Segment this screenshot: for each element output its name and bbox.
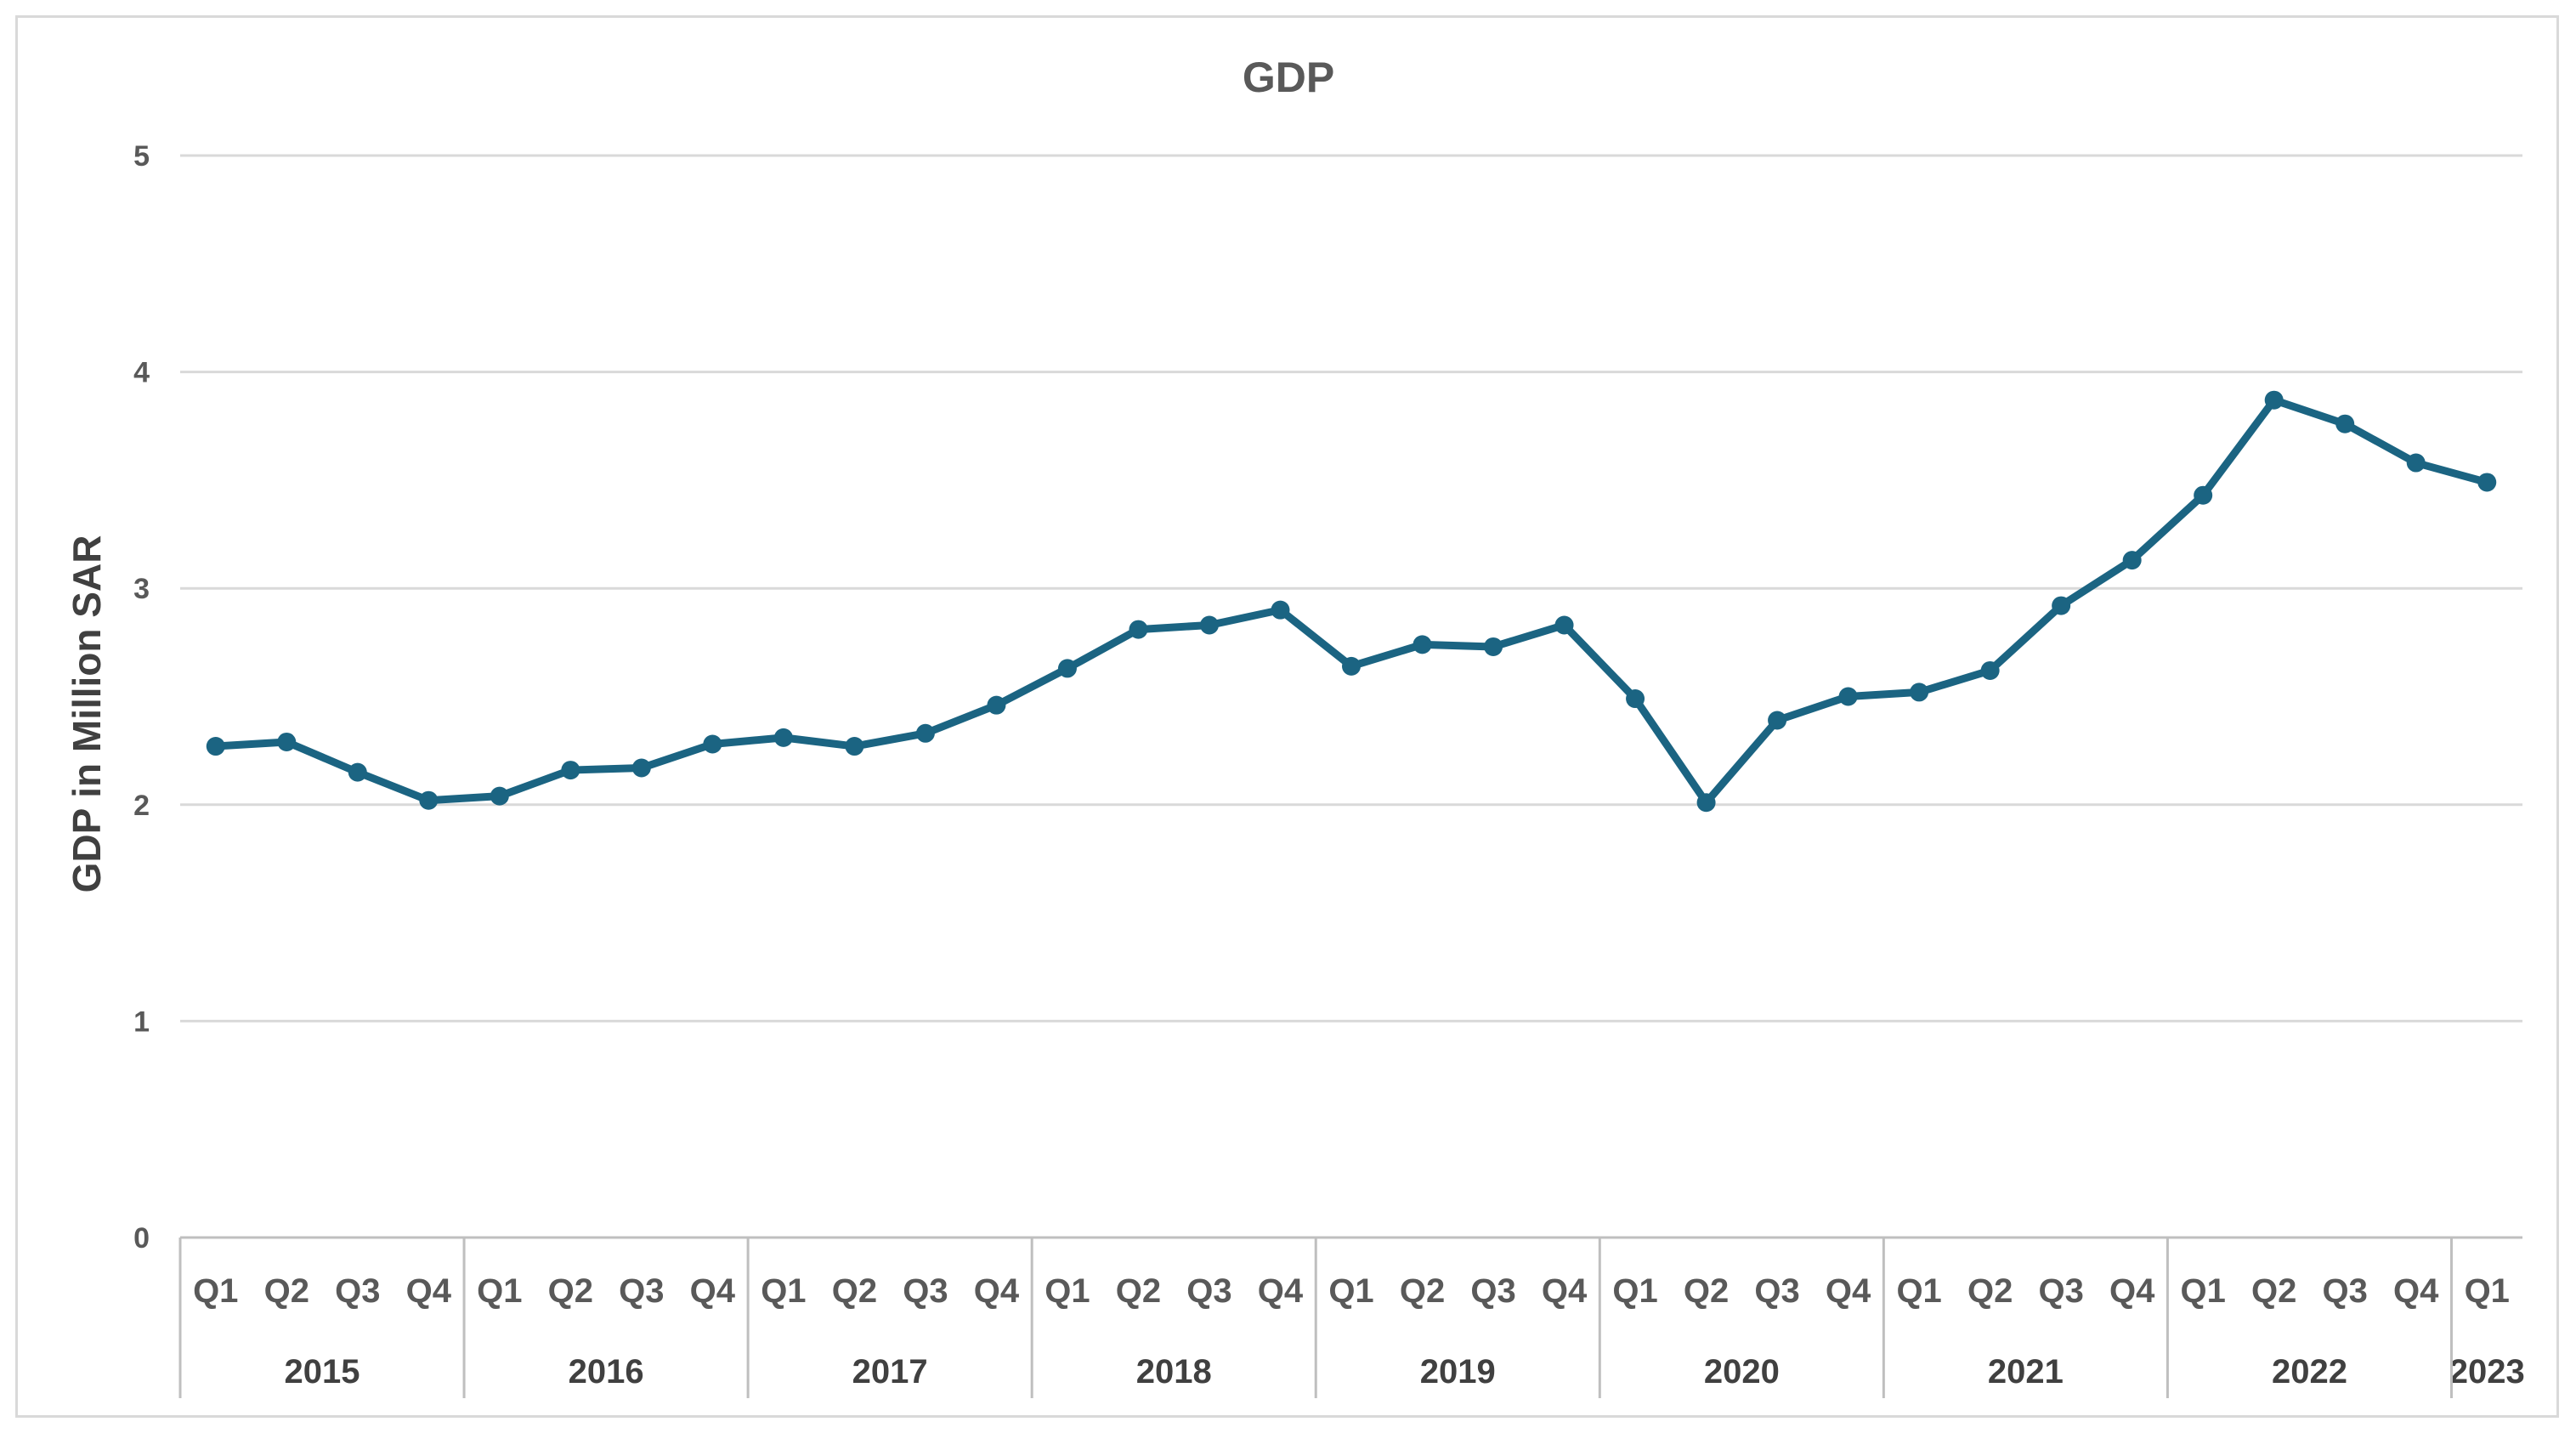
x-tick-quarter: Q3 [2038,1272,2083,1310]
x-tick-quarter: Q1 [1045,1272,1090,1310]
x-tick-quarter: Q2 [1116,1272,1161,1310]
data-point [703,734,722,754]
chart-title: GDP [1243,54,1334,101]
x-tick-quarter: Q1 [193,1272,238,1310]
x-tick-quarter: Q3 [1754,1272,1799,1310]
x-tick-quarter: Q2 [1684,1272,1729,1310]
x-tick-year: 2021 [1988,1353,2064,1391]
data-point [2406,453,2426,473]
y-axis-label: GDP in Million SAR [65,535,109,893]
x-tick-quarter: Q1 [1328,1272,1373,1310]
data-point [1271,600,1290,620]
x-tick-quarter: Q4 [406,1272,452,1310]
data-point [490,786,509,806]
x-tick-quarter: Q3 [335,1272,380,1310]
x-tick-quarter: Q3 [1470,1272,1515,1310]
y-tick-label: 2 [133,790,150,822]
x-tick-year: 2018 [1136,1353,1212,1391]
data-point [277,732,297,751]
data-point [2052,596,2071,615]
data-point [1980,660,2000,680]
data-point [1768,711,1787,730]
y-tick-label: 4 [133,357,150,389]
data-point [1413,635,1432,654]
data-point [1910,683,1929,702]
x-tick-year: 2020 [1704,1353,1780,1391]
data-point [2264,390,2284,410]
data-point [2122,551,2142,570]
x-tick-quarter: Q4 [1542,1272,1588,1310]
x-tick-year: 2015 [285,1353,360,1391]
y-tick-label: 1 [133,1005,150,1038]
x-tick-quarter: Q3 [1186,1272,1231,1310]
x-tick-quarter: Q3 [903,1272,948,1310]
x-tick-year: 2019 [1420,1353,1496,1391]
y-tick-labels: 0 1 2 3 4 5 [133,140,150,1255]
data-point [1554,615,1574,635]
data-point [1342,656,1361,676]
data-point [419,790,439,810]
data-point [631,758,651,778]
y-tick-label: 5 [133,140,150,173]
x-tick-quarter: Q1 [2181,1272,2226,1310]
chart-frame [15,15,2559,1418]
x-tick-year: 2022 [2272,1353,2347,1391]
x-tick-quarter: Q2 [1967,1272,2013,1310]
data-point [348,762,367,782]
series-line-layer [212,396,2491,807]
x-tick-quarter: Q2 [2251,1272,2296,1310]
data-point [845,737,864,756]
x-tick-quarter: Q2 [264,1272,309,1310]
x-tick-quarter: Q4 [1258,1272,1304,1310]
data-point [1129,620,1148,639]
x-tick-quarter: Q2 [832,1272,877,1310]
x-tick-quarter: Q1 [2465,1272,2510,1310]
data-point [1626,689,1645,709]
x-tick-quarter: Q3 [2323,1272,2368,1310]
series-points [206,390,2497,813]
x-tick-quarter: Q2 [1400,1272,1445,1310]
data-point [1484,637,1503,656]
x-tick-year: 2017 [852,1353,928,1391]
x-tick-quarter: Q4 [1826,1272,1871,1310]
series-line-gdp [212,396,2491,807]
data-point [773,728,793,747]
x-tick-quarter: Q2 [548,1272,593,1310]
x-tick-quarter: Q1 [1612,1272,1657,1310]
data-point [1838,687,1858,706]
x-tick-year: 2016 [569,1353,644,1391]
x-axis: Q1 Q2 Q3 Q4 Q1 Q2 Q3 Q4 Q1 Q2 Q3 Q4 Q1 Q2 Q3 Q4 Q1 Q2 Q3 Q4… [178,1236,2525,1398]
data-point [2335,414,2355,433]
x-tick-quarter: Q4 [974,1272,1020,1310]
x-tick-quarter: Q4 [2393,1272,2439,1310]
y-tick-label: 0 [133,1222,150,1255]
data-point [1696,793,1716,813]
x-tick-quarter: Q4 [2109,1272,2155,1310]
data-point [987,695,1006,715]
grid-lines [180,154,2522,1022]
data-point [1199,615,1219,635]
data-point [206,737,225,756]
data-point [2194,485,2213,505]
data-point [2477,473,2497,492]
x-tick-quarter: Q1 [1896,1272,1941,1310]
data-point [1057,659,1077,678]
y-tick-label: 3 [133,573,150,605]
data-point [561,761,580,780]
data-point [915,723,935,743]
x-tick-quarter: Q3 [619,1272,664,1310]
x-tick-quarter: Q1 [761,1272,806,1310]
x-tick-quarter: Q4 [690,1272,736,1310]
x-tick-year: 2023 [2449,1353,2525,1391]
x-tick-quarter: Q1 [477,1272,522,1310]
